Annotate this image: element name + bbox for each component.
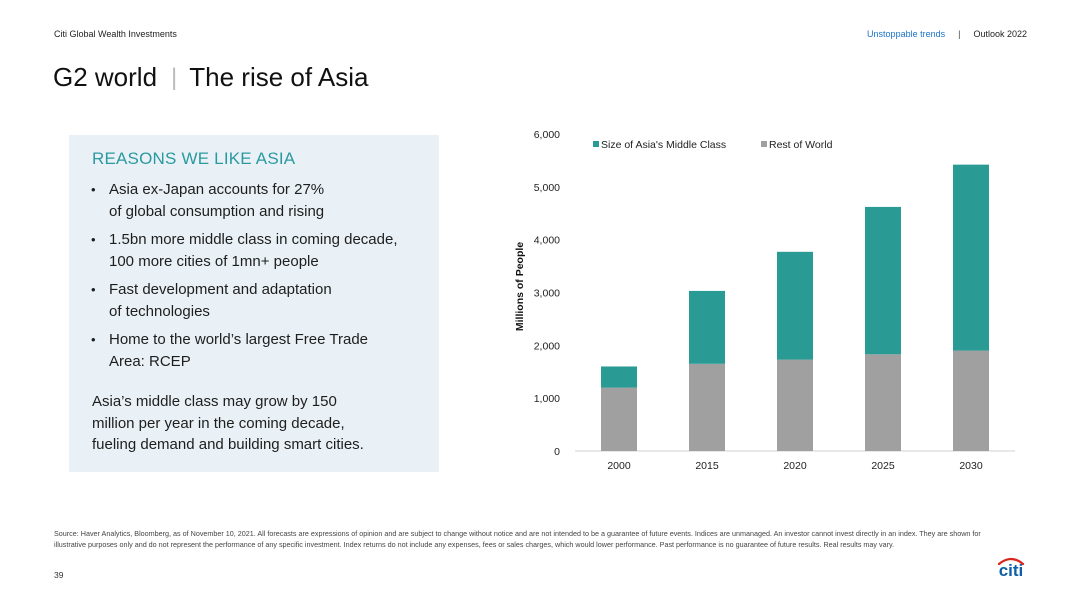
- legend-label: Rest of World: [769, 139, 833, 151]
- reasons-panel: REASONS WE LIKE ASIA • Asia ex-Japan acco…: [69, 135, 439, 472]
- bullet-line: Home to the world’s largest Free Trade: [109, 331, 369, 348]
- y-tick-label: 4,000: [534, 235, 560, 247]
- logo-text: citi: [999, 561, 1024, 579]
- bar-rest-of-world-2000: [601, 387, 637, 451]
- bullet-icon: •: [91, 182, 96, 197]
- bar-rest-of-world-2020: [777, 359, 813, 451]
- list-item: • Home to the world’s largest Free Trade A…: [91, 329, 431, 372]
- bar-asia-middle-class-2015: [689, 290, 725, 364]
- bullet-line: of global consumption and rising: [109, 202, 325, 220]
- x-tick-label: 2015: [695, 460, 719, 472]
- list-item: • Fast development and adaptation of techn…: [91, 279, 431, 322]
- list-item: • 1.5bn more middle class in coming decad…: [91, 229, 431, 272]
- footnote-line: illustrative purposes only and do not re…: [54, 540, 895, 549]
- bar-asia-middle-class-2020: [777, 251, 813, 360]
- bullet-line: Area: RCEP: [109, 352, 191, 370]
- page-title: G2 world | The rise of Asia: [53, 62, 368, 93]
- legend-swatch: [593, 141, 599, 147]
- bullet-icon: •: [91, 232, 96, 247]
- note-line: Asia’s middle class may grow by 150: [92, 393, 337, 410]
- citi-logo: citi: [997, 557, 1025, 579]
- bullet-line: of technologies: [109, 302, 210, 320]
- bullet-line: 1.5bn more middle class in coming decade…: [109, 231, 398, 248]
- x-tick-label: 2030: [959, 460, 983, 472]
- header-separator: |: [958, 29, 961, 39]
- middle-class-chart: 0 1,000 2,000 3,000 4,000 5,000 6,000 Millions …: [514, 129, 1015, 472]
- footnote-line: Source: Haver Analytics, Bloomberg, as o…: [54, 529, 981, 538]
- bar-rest-of-world-2025: [865, 354, 901, 451]
- y-axis-title: Millions of People: [514, 242, 526, 331]
- title-right: The rise of Asia: [189, 62, 369, 92]
- bullet-line: Fast development and adaptation: [109, 281, 332, 298]
- panel-note: Asia’s middle class may grow by 150 mill…: [92, 391, 392, 456]
- y-tick-label: 6,000: [534, 129, 560, 141]
- bullet-line: Asia ex-Japan accounts for 27%: [109, 181, 325, 198]
- x-tick-label: 2025: [871, 460, 895, 472]
- source-footnote: Source: Haver Analytics, Bloomberg, as o…: [54, 528, 1029, 550]
- bullet-icon: •: [91, 282, 96, 297]
- bullet-line: 100 more cities of 1mn+ people: [109, 252, 319, 270]
- y-tick-label: 1,000: [534, 393, 560, 405]
- title-left: G2 world: [53, 62, 158, 92]
- page-number: 39: [54, 570, 64, 580]
- y-tick-label: 0: [554, 446, 560, 458]
- note-line: million per year in the coming decade,: [92, 414, 345, 432]
- y-tick-label: 3,000: [534, 288, 560, 300]
- bar-rest-of-world-2015: [689, 363, 725, 451]
- section-link[interactable]: Unstoppable trends: [867, 29, 946, 39]
- x-tick-label: 2020: [783, 460, 807, 472]
- company-name: Citi Global Wealth Investments: [54, 29, 177, 39]
- legend-swatch: [761, 141, 767, 147]
- y-tick-label: 2,000: [534, 340, 560, 352]
- bar-asia-middle-class-2025: [865, 206, 901, 355]
- x-tick-label: 2000: [607, 460, 631, 472]
- bar-rest-of-world-2030: [953, 350, 989, 451]
- note-line: fueling demand and building smart cities…: [92, 436, 364, 453]
- panel-heading: REASONS WE LIKE ASIA: [92, 149, 296, 168]
- list-item: • Asia ex-Japan accounts for 27% of global…: [91, 179, 431, 222]
- logo-arc: [997, 557, 1025, 566]
- bullet-icon: •: [91, 332, 96, 347]
- y-tick-label: 5,000: [534, 182, 560, 194]
- title-pipe: |: [171, 64, 178, 91]
- header-right: Unstoppable trends | Outlook 2022: [867, 29, 1027, 39]
- legend-label: Size of Asia's Middle Class: [601, 139, 726, 151]
- bar-asia-middle-class-2030: [953, 164, 989, 351]
- doc-title: Outlook 2022: [973, 29, 1027, 39]
- reasons-list: • Asia ex-Japan accounts for 27% of global…: [91, 179, 431, 379]
- bar-asia-middle-class-2000: [601, 366, 637, 388]
